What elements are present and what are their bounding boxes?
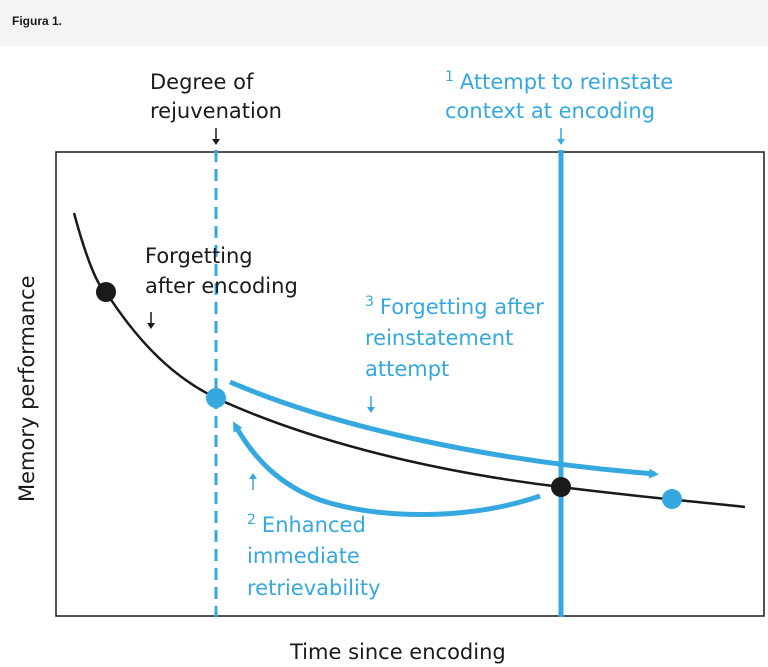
figure-label: Figura 1. bbox=[12, 14, 63, 28]
curve-point-future bbox=[662, 489, 682, 509]
attempt-text: Attempt to reinstate bbox=[460, 70, 673, 94]
plot-frame bbox=[55, 151, 765, 617]
forgetting-after-pointer-arrow bbox=[367, 396, 375, 413]
y-axis-label: Memory performance bbox=[15, 275, 39, 502]
forgetting-after-arrow bbox=[229, 379, 659, 479]
enhanced-label-line2: immediate bbox=[247, 544, 360, 568]
attempt-pointer-arrow bbox=[557, 128, 565, 145]
degree-label-line1: Degree of bbox=[150, 70, 254, 94]
forgetting-after-text: Forgetting after bbox=[380, 295, 544, 319]
forgetting-label-line2: after encoding bbox=[145, 274, 298, 298]
degree-pointer-arrow bbox=[212, 128, 220, 145]
forgetting-label-line1: Forgetting bbox=[145, 244, 253, 268]
attempt-number: 1 bbox=[445, 69, 454, 85]
enhanced-number: 2 bbox=[247, 512, 256, 528]
x-axis-label: Time since encoding bbox=[289, 640, 506, 664]
enhanced-text: Enhanced bbox=[262, 513, 366, 537]
attempt-label-line2: context at encoding bbox=[445, 99, 655, 123]
forgetting-after-label-line3: attempt bbox=[365, 357, 449, 381]
enhanced-label-line3: retrievability bbox=[247, 576, 381, 600]
enhanced-label-line1: 2 Enhanced bbox=[247, 512, 366, 537]
attempt-label-line1: 1 Attempt to reinstate bbox=[445, 69, 673, 94]
forgetting-pointer-arrow bbox=[147, 312, 155, 329]
degree-label-line2: rejuvenation bbox=[150, 99, 282, 123]
curve-point-early bbox=[96, 282, 116, 302]
forgetting-after-label-line2: reinstatement bbox=[365, 326, 513, 350]
enhanced-retrievability-arrow bbox=[232, 421, 541, 517]
forgetting-after-number: 3 bbox=[365, 294, 374, 310]
forgetting-after-label-line1: 3 Forgetting after bbox=[365, 294, 544, 319]
figure-header-band bbox=[0, 0, 768, 46]
enhanced-pointer-arrow bbox=[249, 473, 257, 490]
curve-point-rejuvenated bbox=[206, 388, 226, 408]
curve-point-reinstatement bbox=[551, 477, 571, 497]
